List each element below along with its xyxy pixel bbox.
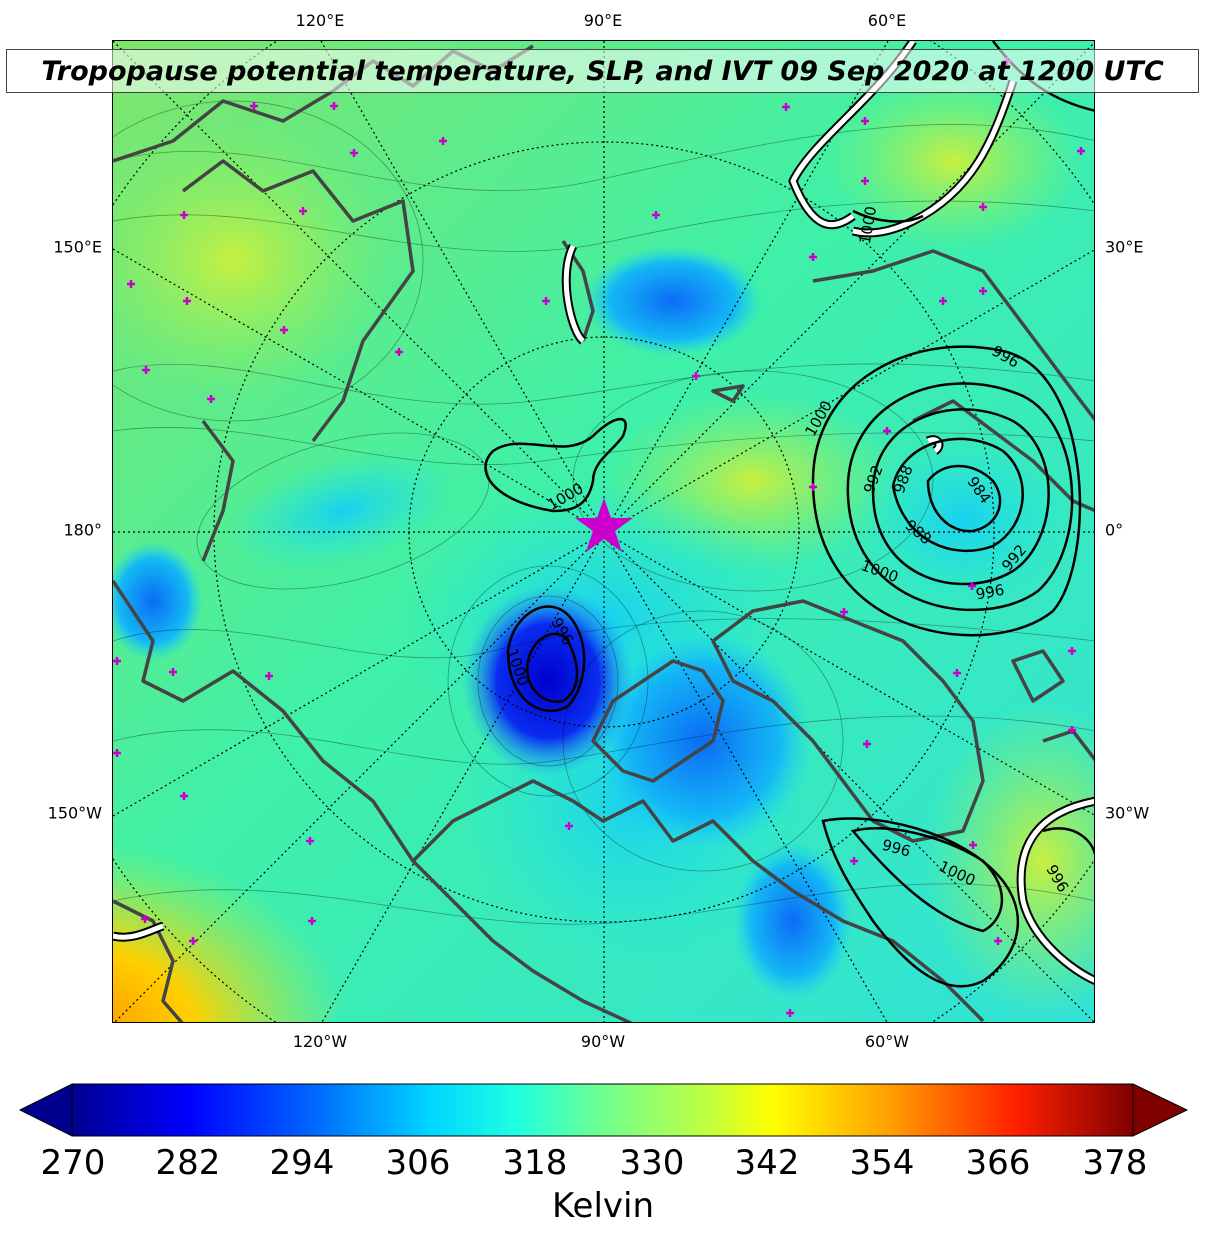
coastline-iceland — [1011, 649, 1065, 703]
colorbar-tick: 378 — [1082, 1143, 1148, 1183]
page-title: Tropopause potential temperature, SLP, a… — [6, 49, 1199, 93]
coastline-kamchatka — [201, 419, 235, 562]
colorbar-tick: 330 — [619, 1143, 685, 1183]
slp-label: 996 — [974, 581, 1005, 604]
colorbar — [18, 1083, 1189, 1137]
colorbar-unit-label: Kelvin — [551, 1186, 655, 1226]
colorbar-tick: 294 — [269, 1143, 335, 1183]
lon-label-left-150e: 150°E — [53, 237, 102, 257]
coastline-europe — [912, 399, 1094, 513]
slp-contour-996-south — [850, 827, 1003, 933]
lon-label-bottom-90w: 90°W — [580, 1032, 626, 1051]
colorbar-tick: 270 — [40, 1143, 106, 1183]
slp-contour-1000-low-west — [506, 605, 586, 712]
colorbar-tick: 342 — [734, 1143, 800, 1183]
slp-contour-1000-east — [811, 345, 1082, 637]
colorbar-extend-low — [18, 1083, 73, 1137]
slp-contour-996 — [846, 382, 1074, 611]
slp-contours — [484, 41, 1094, 988]
lon-label-left-180: 180° — [63, 520, 102, 540]
colorbar-body — [71, 1083, 1134, 1137]
polar-map-svg: 1000 1000 996 988 984 992 988 1000 996 9… — [113, 41, 1094, 1022]
lon-label-left-150w: 150°W — [47, 803, 102, 823]
lon-label-right-30w: 30°W — [1105, 803, 1150, 823]
slp-contour-996-se — [1042, 827, 1094, 856]
slp-contour-996-low-west — [525, 632, 579, 704]
colorbar-extend-high — [1132, 1083, 1189, 1137]
lon-label-top-120e: 120°E — [295, 11, 345, 30]
slp-contour-1000-central — [484, 417, 627, 513]
coastline-siberia-east — [181, 159, 415, 443]
lon-label-top-60e: 60°E — [867, 11, 907, 30]
coastline-archipelago — [591, 659, 725, 783]
colorbar-tick: 366 — [965, 1143, 1031, 1183]
theta-field — [113, 41, 1094, 1022]
coastline-scandinavia — [812, 249, 1094, 422]
station-markers — [113, 57, 1085, 1017]
coastline-svalbard — [711, 384, 745, 403]
map-panel: 1000 1000 996 988 984 992 988 1000 996 9… — [112, 40, 1095, 1023]
coastline-alaska — [113, 580, 633, 1022]
theta-contours — [113, 100, 1094, 925]
colorbar-tick: 354 — [849, 1143, 915, 1183]
slp-contour-988 — [891, 437, 1024, 553]
colorbar-tick: 282 — [155, 1143, 221, 1183]
slp-contour-1000-south — [821, 817, 1020, 988]
coastline-canada — [411, 779, 985, 1022]
slp-contour-984 — [926, 464, 1002, 533]
coastline-us-west — [113, 899, 184, 1022]
slp-contour-1000-ne2 — [852, 209, 924, 223]
coastline-greenland — [711, 599, 985, 843]
lon-label-right-0: 0° — [1105, 520, 1124, 540]
lon-label-right-30e: 30°E — [1105, 237, 1144, 257]
lon-label-top-90e: 90°E — [583, 11, 623, 30]
lon-label-bottom-120w: 120°W — [292, 1032, 348, 1051]
slp-contour-992 — [871, 408, 1050, 586]
star-icon — [575, 498, 633, 552]
lon-label-bottom-60w: 60°W — [864, 1032, 910, 1051]
colorbar-tick: 306 — [385, 1143, 451, 1183]
colorbar-tick: 318 — [502, 1143, 568, 1183]
